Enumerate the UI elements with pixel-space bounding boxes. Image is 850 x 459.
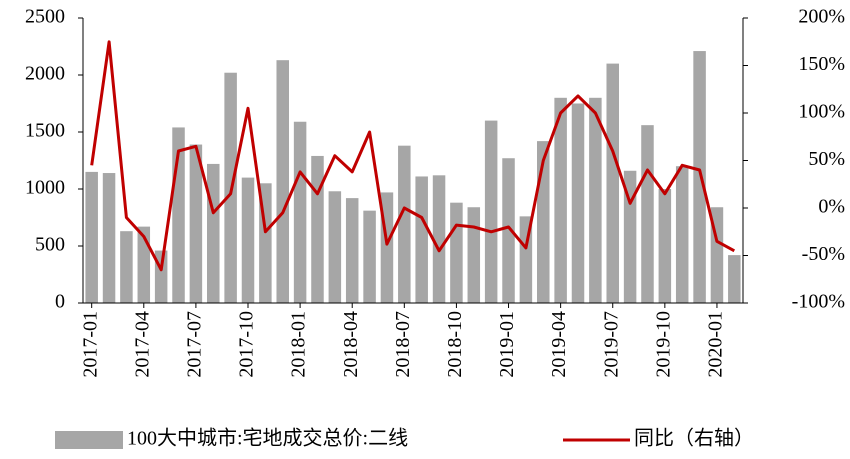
bar xyxy=(85,171,98,303)
x-tick-label: 2018-10 xyxy=(444,311,466,378)
line xyxy=(90,40,736,272)
legend-label: 同比（右轴） xyxy=(634,427,754,450)
legend-swatch xyxy=(55,431,123,449)
x-tick-label: 2019-10 xyxy=(652,311,674,378)
x-tick-label: 2018-07 xyxy=(392,311,414,378)
bar xyxy=(363,210,376,303)
y-tick-label: 0 xyxy=(55,291,65,313)
y-tick-label: 2500 xyxy=(25,6,65,28)
x-tick-label: 2018-01 xyxy=(288,311,310,378)
bar xyxy=(571,103,585,303)
bar xyxy=(728,255,741,303)
y2-tick-label: 200% xyxy=(798,6,845,28)
bar xyxy=(554,97,567,303)
y2-tick-label: -100% xyxy=(792,291,845,313)
bar xyxy=(293,121,307,304)
bar xyxy=(345,198,359,303)
y2-tick-label: 150% xyxy=(798,53,845,75)
x-tick-label: 2019-01 xyxy=(496,311,518,378)
x-tick-label: 2019-04 xyxy=(548,311,570,378)
bar xyxy=(658,189,672,303)
bar xyxy=(241,177,255,303)
bar xyxy=(120,231,133,303)
bar xyxy=(328,191,342,303)
bar xyxy=(693,51,706,304)
bar xyxy=(311,155,324,303)
x-tick-label: 2020-01 xyxy=(705,311,727,378)
bar xyxy=(102,173,116,303)
bar xyxy=(589,97,602,303)
y2-tick-label: -50% xyxy=(802,243,845,265)
x-tick-label: 2017-01 xyxy=(79,311,101,378)
y-tick-label: 1500 xyxy=(25,120,65,142)
y2-tick-label: 50% xyxy=(808,148,845,170)
x-tick-label: 2017-07 xyxy=(183,311,205,378)
y-tick-label: 2000 xyxy=(25,63,65,85)
bar xyxy=(467,207,481,303)
bar xyxy=(606,63,619,303)
x-tick-label: 2018-04 xyxy=(340,311,362,378)
legend-label: 100大中城市:宅地成交总价:二线 xyxy=(127,427,408,450)
bar xyxy=(137,226,151,303)
bar xyxy=(450,202,463,303)
y-tick-label: 1000 xyxy=(25,177,65,199)
x-tick-label: 2019-07 xyxy=(600,311,622,378)
bar xyxy=(415,176,428,303)
bar xyxy=(675,166,689,303)
bar xyxy=(432,175,446,303)
x-tick-label: 2017-10 xyxy=(236,311,258,378)
bar xyxy=(623,170,637,303)
y-tick-label: 500 xyxy=(35,234,65,256)
bar xyxy=(484,120,498,303)
bar xyxy=(641,125,654,303)
x-tick-label: 2017-04 xyxy=(131,311,153,378)
bar xyxy=(189,144,203,303)
bar xyxy=(207,163,220,303)
bar xyxy=(276,60,289,304)
bar xyxy=(398,145,411,303)
bar xyxy=(502,158,515,303)
y2-tick-label: 0% xyxy=(818,196,845,218)
y2-tick-label: 100% xyxy=(798,101,845,123)
